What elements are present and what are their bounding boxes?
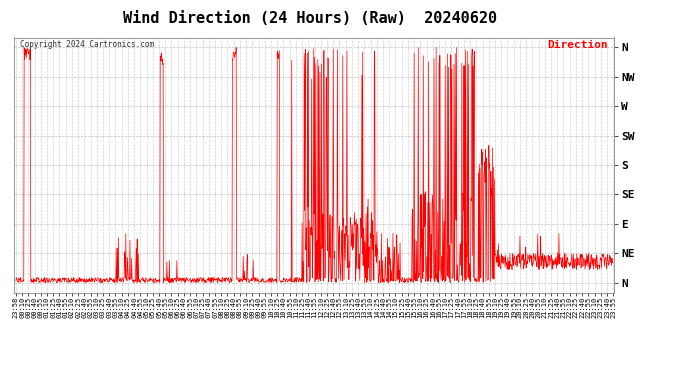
Text: Direction: Direction (547, 40, 608, 50)
Text: Copyright 2024 Cartronics.com: Copyright 2024 Cartronics.com (20, 40, 154, 49)
Text: Wind Direction (24 Hours) (Raw)  20240620: Wind Direction (24 Hours) (Raw) 20240620 (124, 11, 497, 26)
